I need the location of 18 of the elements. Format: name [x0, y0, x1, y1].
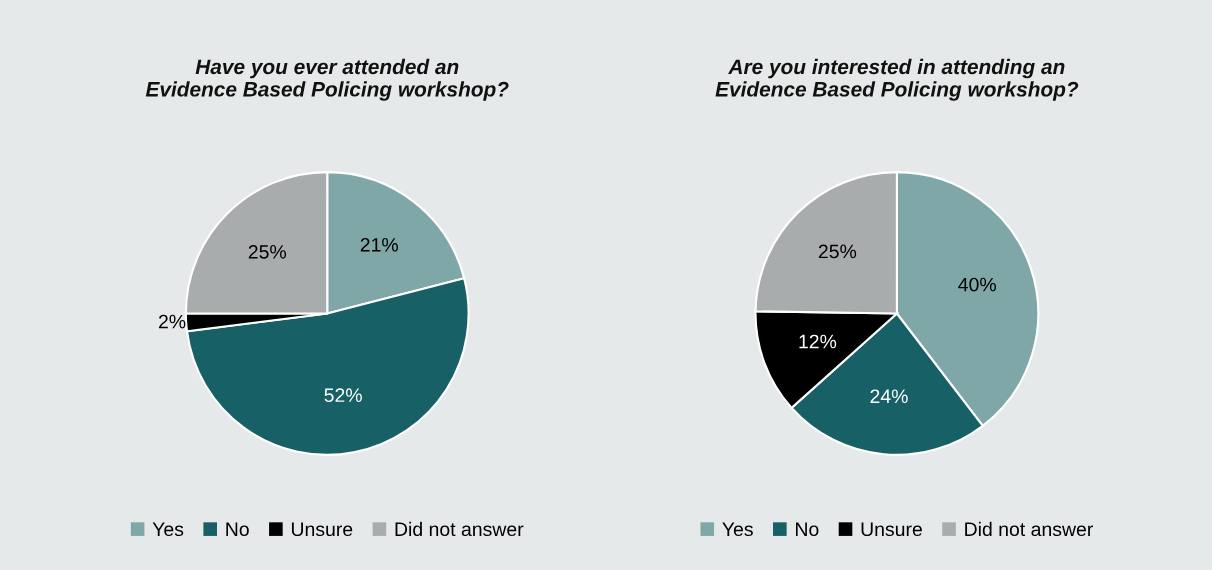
data-label: 2%	[158, 314, 186, 329]
data-label: 25%	[248, 244, 287, 259]
legend-label: Did not answer	[395, 521, 524, 537]
legend-label: Did not answer	[965, 521, 1093, 537]
data-label: 24%	[870, 389, 908, 404]
data-label: 40%	[958, 277, 996, 292]
legend-label: Unsure	[291, 522, 353, 537]
data-label: 25%	[818, 244, 857, 259]
legend-label: No	[226, 522, 249, 537]
data-label: 21%	[360, 237, 398, 252]
chart-title: Are you interested in attending an Evidence Based Policing workshop?	[715, 58, 1079, 101]
legend-label: Yes	[152, 522, 184, 537]
legend-label: Unsure	[861, 522, 922, 537]
legend-label: Yes	[722, 522, 753, 537]
chart-title: Have you ever attended an Evidence Based Policing workshop?	[145, 58, 509, 101]
legend-label: No	[796, 522, 819, 537]
data-label: 52%	[324, 388, 362, 403]
data-label: 12%	[799, 334, 837, 349]
